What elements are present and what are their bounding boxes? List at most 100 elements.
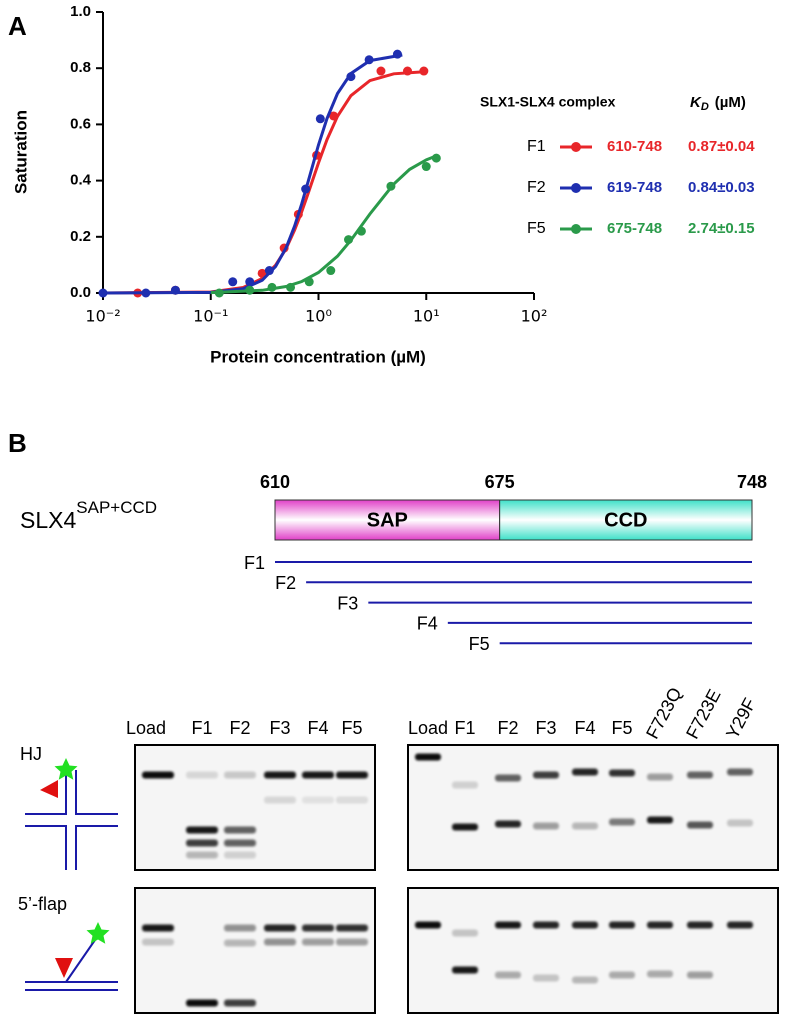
legend-title: SLX1-SLX4 complex	[480, 94, 616, 110]
gel-band	[647, 773, 673, 781]
cleavage-arrow	[40, 780, 58, 798]
gel	[134, 887, 376, 1014]
lane-label: F4	[574, 718, 595, 738]
data-point	[245, 277, 255, 287]
data-point	[264, 266, 274, 276]
data-point	[170, 285, 180, 295]
gel-band	[533, 974, 559, 982]
data-point	[214, 288, 224, 298]
gel-band	[224, 851, 256, 859]
construct-name-main: SLX4	[20, 507, 76, 533]
gel-band	[727, 921, 753, 929]
fragment-label: F5	[469, 634, 490, 654]
residue-position: 748	[737, 472, 767, 492]
y-axis-title: Saturation	[11, 110, 30, 194]
kd-unit: (µM)	[715, 94, 746, 111]
legend-dot	[571, 224, 581, 234]
gel-band	[533, 771, 559, 779]
gel-band	[572, 822, 598, 830]
gel-band	[224, 939, 256, 947]
data-point	[344, 235, 354, 245]
gel-band	[415, 753, 441, 761]
x-axis-title: Protein concentration (µM)	[210, 347, 426, 366]
gel-band	[495, 921, 521, 929]
data-point	[98, 288, 108, 298]
binding-chart: Saturation Protein concentration (µM) SL…	[11, 3, 755, 367]
x-tick-label: 10¹	[413, 307, 440, 326]
lane-label: Y29F	[722, 695, 760, 742]
gel-band	[687, 971, 713, 979]
gel-panels: HJ 5’-flap Load F1 F2 F3 F4 F5 Load F1 F2 F3 F4 F5 F…	[18, 684, 779, 1014]
legend-label: F5	[527, 220, 546, 237]
lane-label: F1	[191, 718, 212, 738]
gel-band	[224, 826, 256, 834]
substrate-label: HJ	[20, 744, 42, 764]
data-point	[257, 268, 267, 278]
lane-label: F5	[341, 718, 362, 738]
residue-position: 675	[485, 472, 515, 492]
legend-dot	[571, 142, 581, 152]
data-point	[315, 114, 325, 124]
fragment-label: F4	[417, 614, 438, 634]
gel-band	[415, 921, 441, 929]
lane-label: Load	[126, 718, 166, 738]
legend-dot	[571, 183, 581, 193]
gel-band	[452, 781, 478, 789]
cleavage-arrow	[55, 958, 73, 978]
legend-kd: 0.84±0.03	[688, 179, 755, 196]
gel-band	[142, 924, 174, 932]
gel	[134, 744, 376, 871]
substrate-label: 5’-flap	[18, 894, 67, 914]
data-point	[403, 66, 413, 76]
data-point	[419, 66, 429, 76]
gel-band	[264, 796, 296, 804]
gel-band	[186, 851, 218, 859]
gel	[407, 744, 779, 871]
data-point	[346, 72, 356, 82]
data-point	[304, 277, 314, 287]
x-tick-label: 10²	[521, 307, 548, 326]
fit-curve	[102, 70, 427, 295]
fit-curve	[210, 154, 437, 295]
legend-range: 610-748	[607, 138, 662, 155]
legend-label: F1	[527, 138, 546, 155]
gel-band	[302, 938, 334, 946]
kd-subscript: D	[701, 101, 709, 113]
domain-label: SAP	[367, 509, 408, 531]
lane-label: F3	[269, 718, 290, 738]
lane-label: F5	[611, 718, 632, 738]
gel-band	[727, 768, 753, 776]
gel-band	[142, 771, 174, 779]
panel-label: A	[8, 11, 27, 41]
construct-name: SLX4SAP+CCD	[20, 498, 157, 533]
data-point	[228, 277, 238, 287]
y-tick-label: 0.0	[70, 284, 91, 301]
flap-icon	[25, 939, 118, 991]
gel-band	[687, 921, 713, 929]
y-tick-label: 0.4	[70, 172, 92, 189]
fragment-label: F3	[337, 593, 358, 613]
gel-band	[224, 999, 256, 1007]
data-point	[245, 285, 255, 295]
lane-label: F723E	[682, 686, 725, 742]
residue-position: 610	[260, 472, 290, 492]
construct-superscript: SAP+CCD	[76, 498, 157, 517]
gel-band	[224, 839, 256, 847]
data-point	[421, 162, 431, 172]
data-point	[329, 111, 339, 121]
data-point	[267, 282, 277, 292]
gel-band	[609, 769, 635, 777]
gel-band	[533, 921, 559, 929]
lane-label: F723Q	[642, 684, 685, 742]
kd-header: KD (µM)	[690, 94, 746, 113]
gel-band	[336, 924, 368, 932]
domain	[499, 499, 753, 541]
y-tick-label: 0.6	[70, 115, 91, 132]
data-point	[301, 184, 311, 194]
data-point	[286, 282, 296, 292]
data-point	[141, 288, 151, 298]
data-point	[386, 181, 396, 191]
gel-band	[647, 816, 673, 824]
gel-band	[647, 921, 673, 929]
